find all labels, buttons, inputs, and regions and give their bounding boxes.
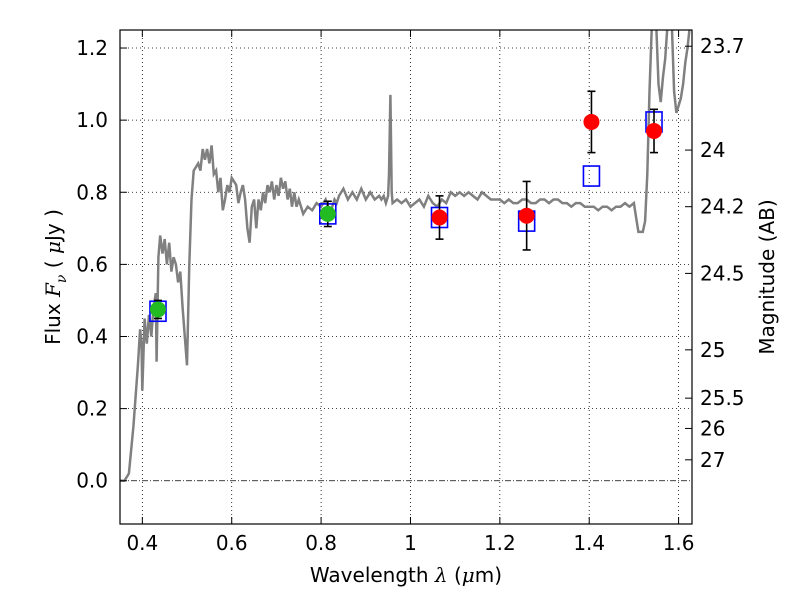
model-spectrum-line <box>120 30 691 482</box>
y-axis-label-unit-open: ( <box>41 254 65 275</box>
y-tick-label: 0.6 <box>76 252 108 276</box>
x-tick-label: 1.6 <box>663 531 695 555</box>
y-tick-label: 1.0 <box>76 108 108 132</box>
x-tick-label: 0.6 <box>216 531 248 555</box>
right-tick-label: 24 <box>700 138 725 162</box>
y-tick-label: 0.0 <box>76 469 108 493</box>
observed-point <box>646 122 663 139</box>
plot-frame <box>119 29 693 525</box>
right-tick-label: 24.5 <box>700 261 745 285</box>
y-tick-label: 1.2 <box>76 36 108 60</box>
tick-labels: 0.4 0.6 0.8 1 1.2 1.4 1.6 0.0 0.2 0.4 0.6 0.8 1.0 1.2… <box>76 34 744 555</box>
right-tick-label: 24.2 <box>700 195 745 219</box>
y-axis-label: Flux Fν ( μJy ) <box>41 209 70 345</box>
x-axis-label-unit-open: ( <box>448 563 462 587</box>
y-tick-label: 0.2 <box>76 397 108 421</box>
plot-content <box>120 30 691 482</box>
x-tick-label: 1.2 <box>484 531 516 555</box>
y-axis-label-text: Flux <box>41 297 65 345</box>
y-tick-label: 0.8 <box>76 180 108 204</box>
y-axis-label-symbol: F <box>41 282 65 298</box>
right-tick-label: 27 <box>700 448 725 472</box>
x-axis-label-symbol: λ <box>434 563 448 587</box>
observed-point <box>319 205 336 222</box>
right-tick-label: 26 <box>700 416 725 440</box>
x-tick-label: 0.8 <box>305 531 337 555</box>
observed-point <box>149 301 166 318</box>
observed-point <box>518 207 535 224</box>
x-tick-label: 0.4 <box>126 531 158 555</box>
right-tick-label: 25 <box>700 338 725 362</box>
observed-point <box>431 209 448 226</box>
y-axis-label-unit-symbol: μ <box>41 241 65 254</box>
y-axis-right-label: Magnitude (AB) <box>755 199 779 354</box>
x-tick-label: 1.4 <box>573 531 605 555</box>
x-axis-label-unit-symbol: μ <box>462 563 475 587</box>
observed-point <box>583 113 600 130</box>
model-photometry-point <box>582 165 601 187</box>
y-tick-label: 0.4 <box>76 324 108 348</box>
y-axis-label-unit-close: Jy ) <box>41 209 65 243</box>
x-axis-label-unit-close: m) <box>475 563 502 587</box>
right-tick-label: 23.7 <box>700 34 745 58</box>
x-axis-label-text: Wavelength <box>310 563 435 587</box>
y-axis-label-subscript: ν <box>54 274 70 283</box>
x-tick-label: 1 <box>404 531 417 555</box>
x-axis-label: Wavelength λ (μm) <box>310 563 502 587</box>
ticks <box>120 30 692 524</box>
right-tick-label: 25.5 <box>700 386 745 410</box>
